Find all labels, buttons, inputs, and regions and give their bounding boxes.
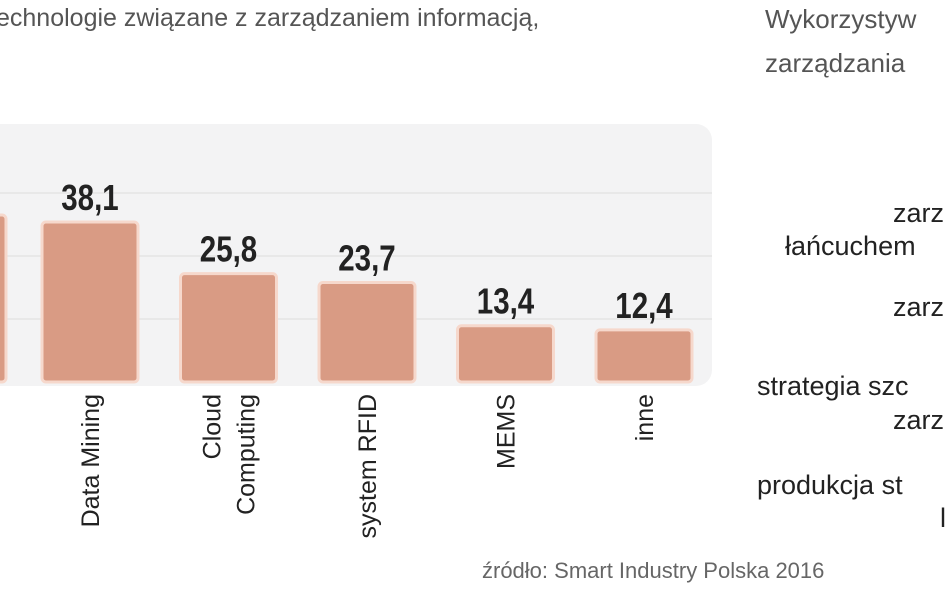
bar-clipped bbox=[0, 213, 8, 384]
bar bbox=[40, 220, 140, 384]
right-category-label: strategia szc bbox=[757, 371, 909, 401]
value-label: 38,1 bbox=[61, 177, 118, 217]
right-chart-title-line-2: zarządzania bbox=[765, 48, 906, 78]
value-label: 13,4 bbox=[477, 281, 535, 321]
left-chart-title: echnologie związane z zarządzaniem infor… bbox=[0, 4, 540, 32]
category-label: Data Mining bbox=[77, 394, 105, 527]
right-category-label: produkcja st bbox=[757, 470, 903, 500]
right-category-label: zarz bbox=[893, 292, 945, 322]
category-label: inne bbox=[631, 394, 659, 441]
right-category-label: zarz bbox=[893, 405, 945, 435]
category-label: Cloud bbox=[199, 394, 227, 459]
right-category-label: łańcuchem bbox=[785, 231, 916, 261]
value-label: 23,7 bbox=[338, 238, 395, 278]
right-chart-title-line-1: Wykorzystyw bbox=[765, 4, 917, 34]
bar bbox=[317, 280, 417, 384]
value-label: 12,4 bbox=[615, 285, 673, 325]
right-category-label: zarz bbox=[893, 198, 945, 228]
right-category-label: l bbox=[940, 503, 946, 533]
source-note: źródło: Smart Industry Polska 2016 bbox=[482, 558, 825, 583]
category-label: Computing bbox=[233, 394, 261, 515]
bar bbox=[179, 272, 278, 384]
value-label: 25,8 bbox=[200, 229, 257, 269]
category-label: MEMS bbox=[493, 394, 521, 469]
bar bbox=[594, 328, 694, 384]
category-label: system RFID bbox=[354, 394, 382, 538]
bar bbox=[456, 324, 555, 384]
